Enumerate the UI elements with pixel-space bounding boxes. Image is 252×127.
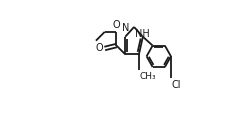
Text: O: O: [112, 20, 120, 30]
Text: O: O: [95, 43, 102, 53]
Text: NH: NH: [135, 29, 149, 39]
Text: Cl: Cl: [171, 80, 181, 90]
Text: N: N: [121, 23, 129, 33]
Text: CH₃: CH₃: [139, 72, 156, 81]
